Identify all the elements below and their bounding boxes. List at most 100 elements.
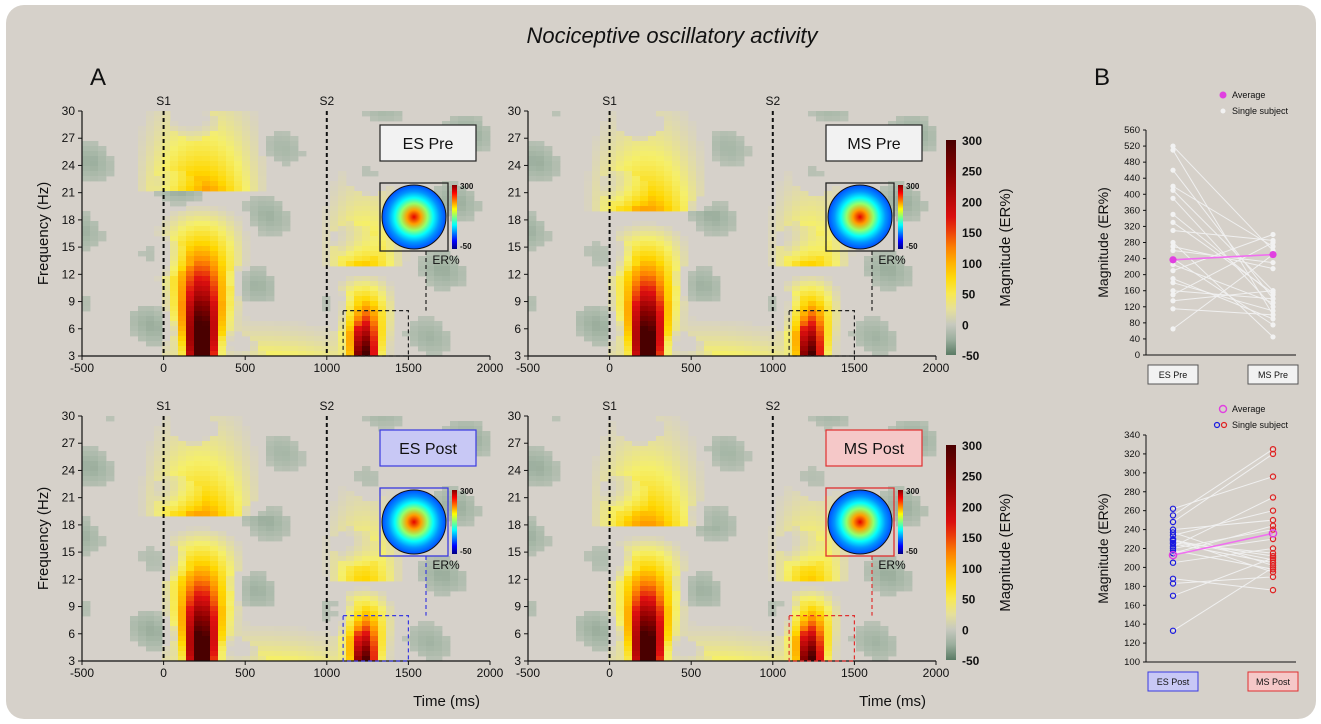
heatmap-cell [170, 261, 179, 267]
heatmap-cell [824, 641, 833, 647]
heatmap-cell [242, 251, 251, 257]
heatmap-cell [712, 226, 721, 232]
heatmap-cell [696, 641, 705, 647]
heatmap-cell [672, 186, 681, 192]
heatmap-cell [592, 466, 601, 472]
heatmap-cell [792, 526, 801, 532]
heatmap-cell [378, 501, 387, 507]
heatmap-cell [210, 266, 219, 272]
heatmap-cell [146, 331, 155, 337]
heatmap-cell [178, 511, 187, 517]
heatmap-cell [592, 561, 601, 567]
y-tick-label: 220 [1124, 544, 1140, 555]
subject-point-es [1170, 298, 1176, 304]
heatmap-cell [178, 621, 187, 627]
heatmap-cell [202, 646, 211, 652]
heatmap-cell [394, 261, 403, 267]
heatmap-cell [784, 311, 793, 317]
heatmap-cell [130, 616, 139, 622]
heatmap-cell [648, 551, 657, 557]
heatmap-cell [378, 351, 387, 357]
heatmap-cell [170, 171, 179, 177]
heatmap-cell [808, 656, 817, 662]
heatmap-cell [138, 141, 147, 147]
heatmap-cell [624, 586, 633, 592]
heatmap-cell [282, 466, 291, 472]
heatmap-cell [728, 326, 737, 332]
heatmap-cell [712, 586, 721, 592]
heatmap-cell [624, 296, 633, 302]
heatmap-cell [226, 461, 235, 467]
subject-point-ms [1270, 237, 1276, 244]
heatmap-cell [274, 536, 283, 542]
heatmap-cell [338, 521, 347, 527]
heatmap-cell [154, 316, 163, 322]
heatmap-cell [864, 256, 873, 262]
heatmap-cell [354, 606, 363, 612]
heatmap-cell [426, 656, 435, 662]
heatmap-cell [434, 566, 443, 572]
heatmap-cell [170, 466, 179, 472]
heatmap-cell [672, 136, 681, 142]
heatmap-cell [170, 136, 179, 142]
heatmap-cell [386, 546, 395, 552]
heatmap-cell [354, 636, 363, 642]
heatmap-cell [712, 201, 721, 207]
heatmap-cell [792, 556, 801, 562]
heatmap-cell [816, 511, 825, 517]
heatmap-cell [608, 461, 617, 467]
heatmap-cell [210, 596, 219, 602]
heatmap-cell [640, 621, 649, 627]
heatmap-cell [202, 251, 211, 257]
heatmap-cell [720, 216, 729, 222]
heatmap-cell [712, 206, 721, 212]
heatmap-cell [600, 206, 609, 212]
heatmap-cell [584, 336, 593, 342]
heatmap-cell [728, 451, 737, 457]
heatmap-cell [896, 121, 905, 127]
heatmap-cell [672, 496, 681, 502]
heatmap-cell [218, 331, 227, 337]
heatmap-cell [808, 291, 817, 297]
heatmap-cell [632, 541, 641, 547]
heatmap-cell [146, 551, 155, 557]
heatmap-cell [426, 256, 435, 262]
heatmap-cell [330, 601, 339, 607]
heatmap-cell [816, 571, 825, 577]
heatmap-cell [330, 561, 339, 567]
heatmap-cell [880, 591, 889, 597]
heatmap-cell [218, 251, 227, 257]
heatmap-cell [616, 616, 625, 622]
heatmap-cell [250, 331, 259, 337]
heatmap-cell [194, 476, 203, 482]
heatmap-cell [880, 586, 889, 592]
heatmap-cell [728, 521, 737, 527]
heatmap-cell [728, 221, 737, 227]
heatmap-cell [648, 441, 657, 447]
heatmap-cell [888, 426, 897, 432]
heatmap-cell [370, 626, 379, 632]
heatmap-cell [474, 146, 483, 152]
y-tick-label: 18 [508, 518, 522, 532]
heatmap-cell [680, 196, 689, 202]
heatmap-cell [600, 176, 609, 182]
heatmap-cell [306, 346, 315, 352]
heatmap-cell [808, 321, 817, 327]
heatmap-cell [720, 326, 729, 332]
heatmap-cell [632, 626, 641, 632]
heatmap-cell [242, 521, 251, 527]
heatmap-cell [354, 256, 363, 262]
heatmap-cell [656, 556, 665, 562]
heatmap-cell [194, 316, 203, 322]
heatmap-cell [688, 451, 697, 457]
heatmap-cell [784, 251, 793, 257]
heatmap-cell [170, 576, 179, 582]
heatmap-cell [330, 346, 339, 352]
heatmap-cell [712, 281, 721, 287]
x-tick-label: 1500 [841, 361, 868, 375]
heatmap-cell [832, 116, 841, 122]
heatmap-cell [616, 301, 625, 307]
heatmap-cell [616, 151, 625, 157]
heatmap-cell [146, 156, 155, 162]
